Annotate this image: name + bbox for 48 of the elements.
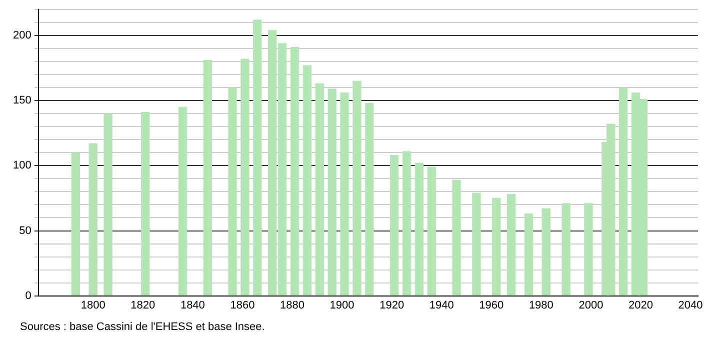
bar <box>524 214 534 296</box>
bar <box>240 58 250 296</box>
bar <box>402 151 412 296</box>
bar <box>390 154 399 296</box>
y-tick-label: 0 <box>25 290 32 302</box>
bar <box>302 65 312 296</box>
bar <box>203 60 212 296</box>
bar <box>506 194 516 296</box>
x-tick-label: 1920 <box>380 299 404 312</box>
bar <box>452 180 461 296</box>
bar <box>365 102 374 296</box>
bar <box>584 203 593 296</box>
x-tick-label: 1820 <box>130 299 156 312</box>
x-tick-label: 2020 <box>628 299 653 312</box>
bar <box>542 208 550 296</box>
x-tick-label: 2000 <box>578 299 604 312</box>
y-tick-label: 200 <box>12 30 32 42</box>
bar <box>315 83 324 296</box>
x-tick-label: 1860 <box>230 299 255 312</box>
x-tick-label: 1900 <box>330 299 354 312</box>
x-tick-label: 1840 <box>180 299 205 312</box>
bar <box>472 192 481 296</box>
y-tick-label: 50 <box>19 224 32 237</box>
bar <box>492 198 501 296</box>
bar <box>340 92 349 296</box>
bar <box>328 88 336 296</box>
bar <box>562 203 570 296</box>
bar <box>104 113 112 296</box>
x-tick-label: 1940 <box>429 299 454 312</box>
y-tick-label: 100 <box>12 160 32 172</box>
bar <box>178 106 188 296</box>
bar <box>141 112 150 296</box>
bar <box>352 80 362 296</box>
bar <box>71 152 80 296</box>
x-tick-label: 1880 <box>280 299 304 312</box>
x-tick-label: 1960 <box>479 299 504 312</box>
bar <box>427 166 436 296</box>
x-tick-label: 2040 <box>678 299 703 312</box>
bar <box>290 46 300 296</box>
bar <box>88 143 98 296</box>
bar <box>618 87 628 296</box>
x-tick-label: 1800 <box>80 299 106 312</box>
bar <box>414 162 424 296</box>
y-tick-label: 150 <box>12 94 32 107</box>
bar <box>228 87 237 296</box>
source-note: Sources : base Cassini de l'EHESS et base Insee. <box>20 321 265 333</box>
x-tick-label: 1980 <box>528 299 554 312</box>
bar <box>253 20 262 296</box>
